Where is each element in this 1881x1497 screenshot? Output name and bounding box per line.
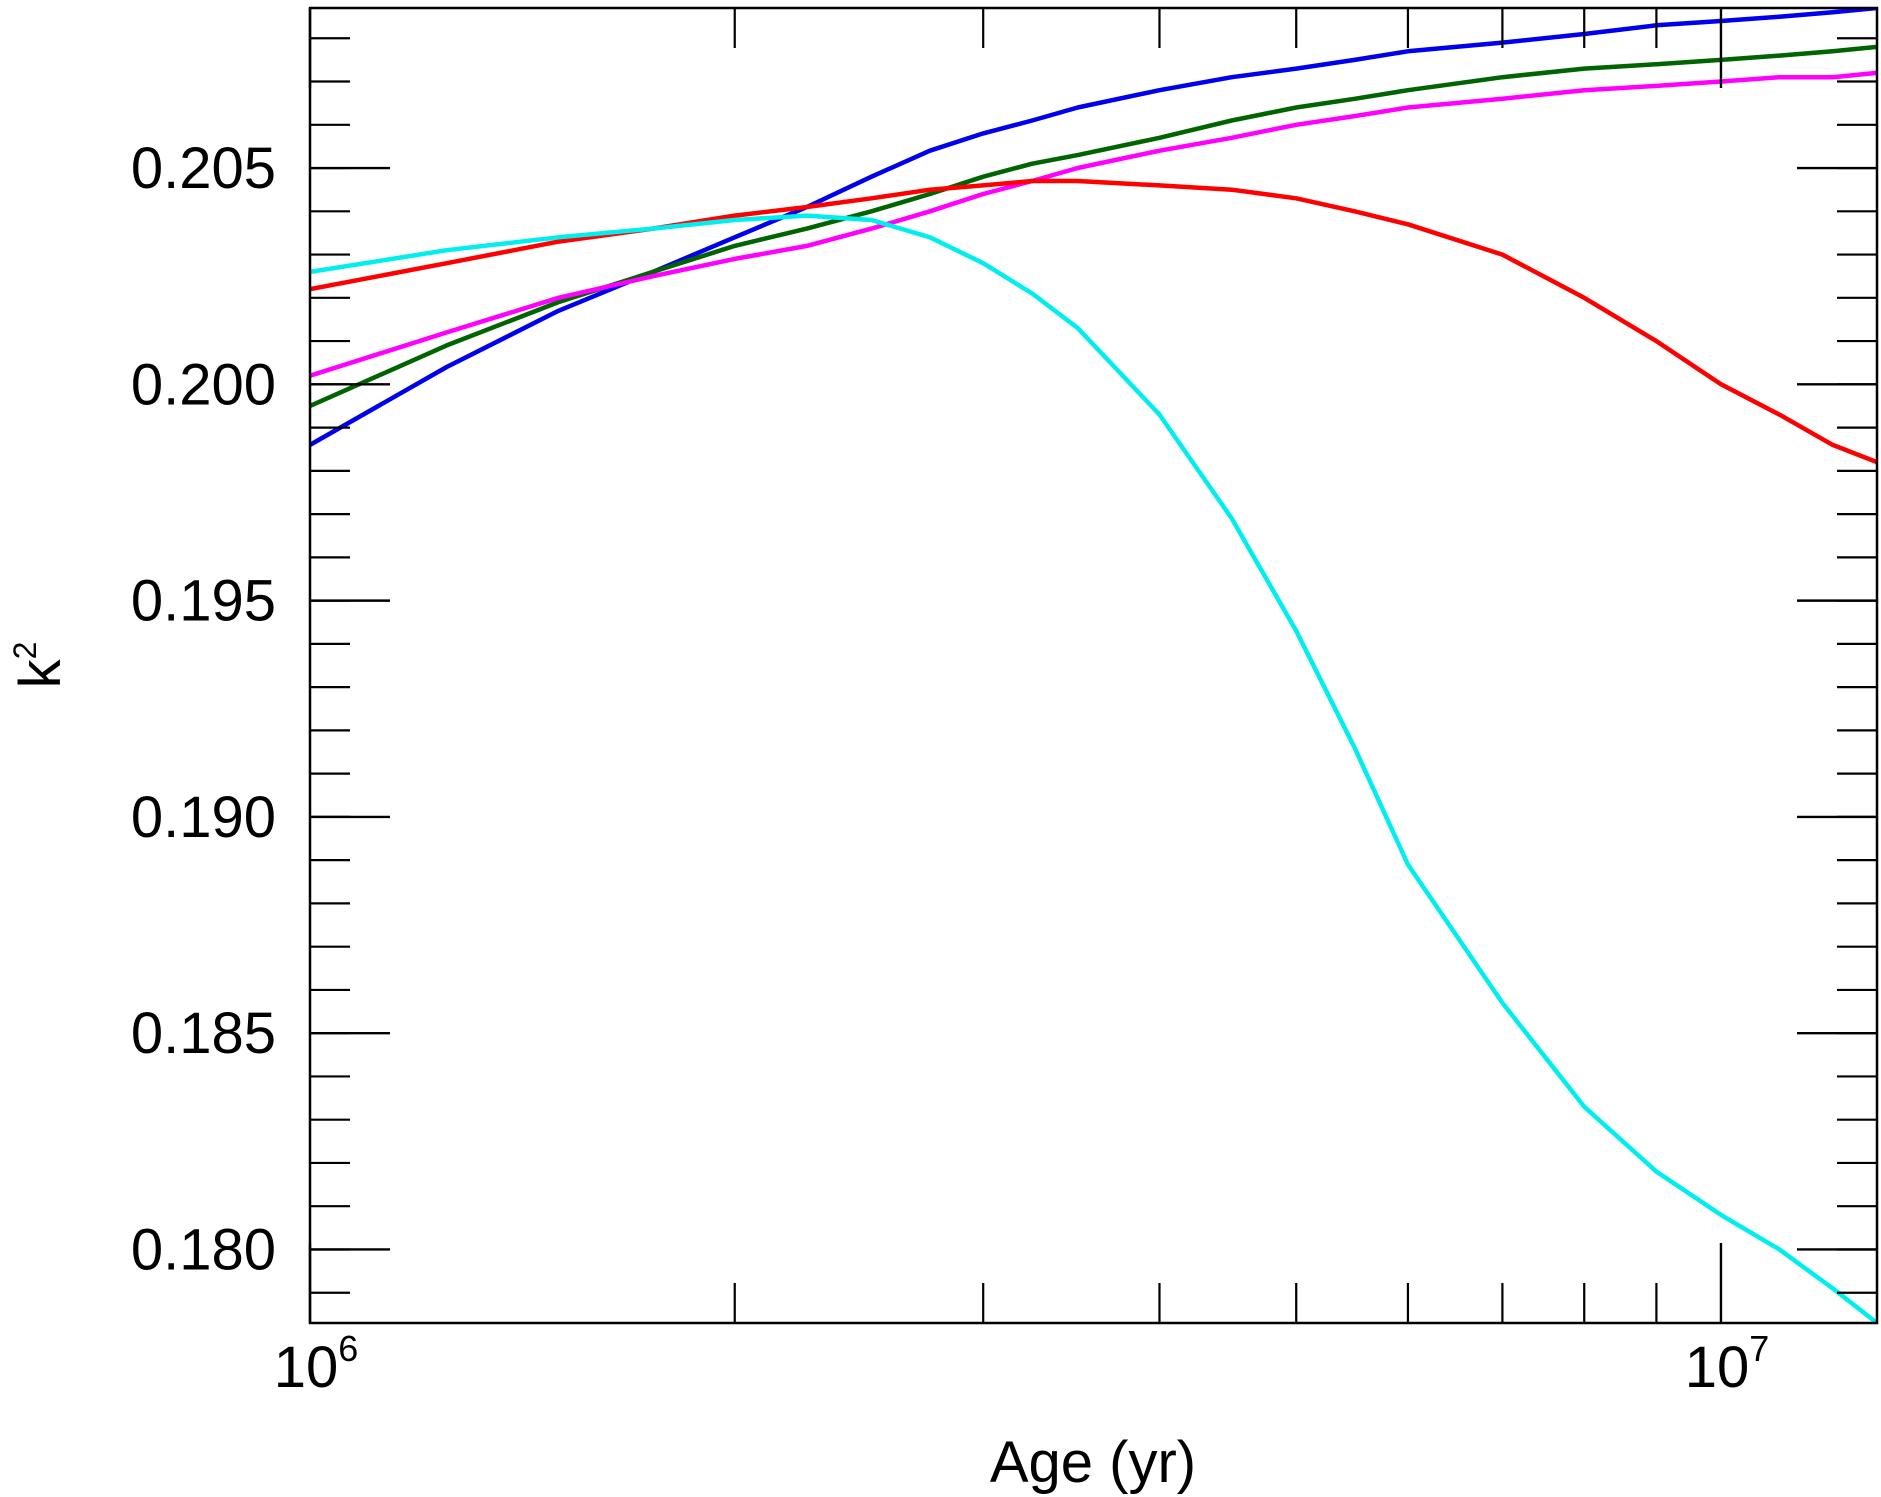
series-line-cyan [310,213,1877,1323]
series-line-red [310,178,1877,465]
y-tick-label: 0.180 [131,1217,276,1282]
x-tick-label: 106 [274,1328,359,1400]
y-axis-label-exponent: 2 [7,642,43,660]
series-line-magenta [310,70,1877,378]
x-tick-label-base: 10 [1685,1335,1750,1400]
x-tick-label: 107 [1685,1328,1770,1400]
y-tick-label: 0.205 [131,136,276,201]
series-line-green [310,44,1877,409]
plot-frame [308,6,1879,1325]
y-axis-label: k2 [7,642,73,689]
y-axis-label-base: k [8,658,73,688]
x-tick-label-base: 10 [274,1335,339,1400]
x-axis-label: Age (yr) [990,1430,1196,1495]
series-layer [310,8,1877,1323]
y-tick-label: 0.200 [131,352,276,417]
y-tick-label: 0.185 [131,1001,276,1066]
y-tick-label: 0.195 [131,569,276,634]
y-tick-label: 0.190 [131,785,276,850]
tick-layer [308,8,1877,1323]
x-tick-label-exponent: 6 [338,1328,358,1369]
x-tick-label-exponent: 7 [1749,1328,1769,1369]
series-line-blue [310,8,1877,447]
